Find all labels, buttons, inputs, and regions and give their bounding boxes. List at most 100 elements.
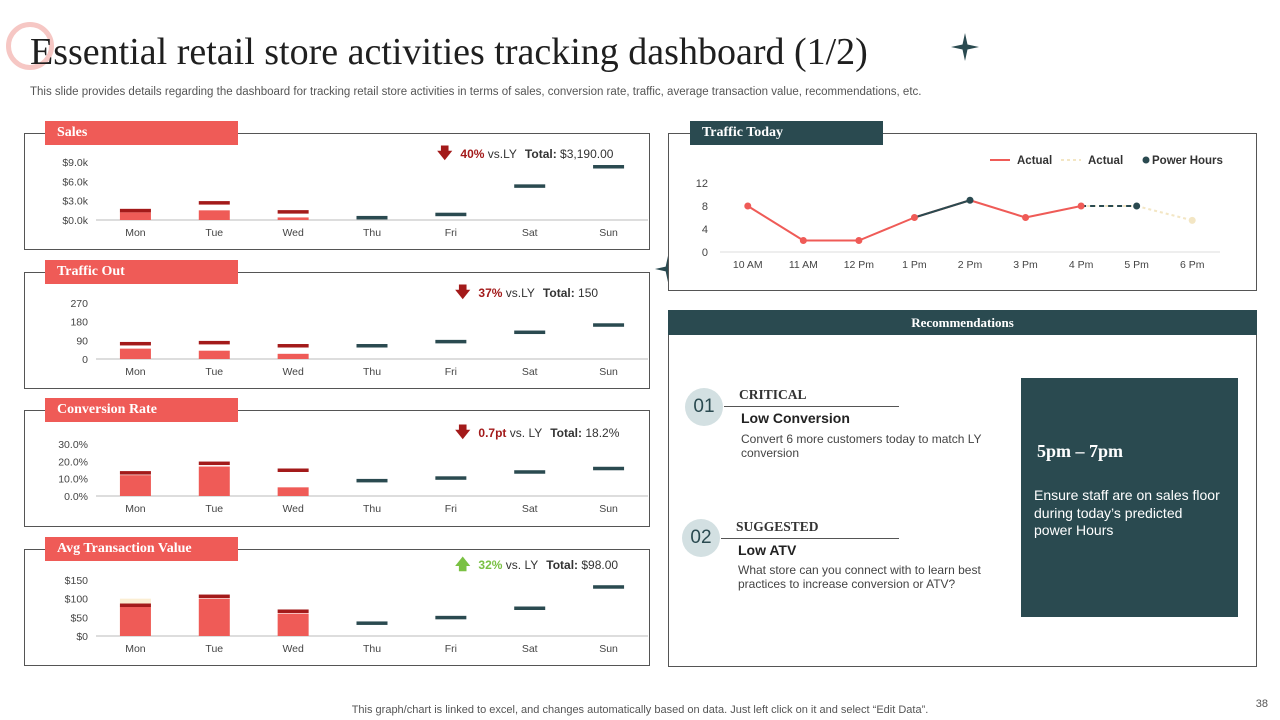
legend-label: Power Hours — [1152, 155, 1223, 167]
x-tick-label: Sun — [599, 227, 618, 239]
power-hours-card — [1021, 378, 1238, 617]
y-tick-label: 90 — [76, 335, 88, 347]
power-hours-description: Ensure staff are on sales floor during t… — [1034, 487, 1220, 538]
projection-point — [1133, 202, 1141, 210]
recommendation-kind: CRITICAL — [739, 387, 807, 402]
avg-transaction-stat: 🡅 32% vs. LY Total: $98.00 — [455, 554, 618, 579]
last-year-marker — [593, 323, 625, 327]
actual-line-segment — [858, 216, 915, 242]
traffic-out-label: Traffic Out — [45, 260, 238, 284]
y-tick-label: 10.0% — [58, 474, 88, 486]
conversion-rate-stat: 🡇 0.7pt vs. LY Total: 18.2% — [455, 422, 619, 447]
conversion-rate-panel[interactable] — [24, 410, 650, 527]
y-tick-label: 4 — [702, 224, 708, 236]
recommendation-description: Convert 6 more customers today to match … — [741, 432, 982, 460]
conversion-change-pct: 0.7pt — [478, 426, 507, 440]
recommendations-panel — [668, 335, 1257, 667]
this-year-bar — [277, 487, 309, 496]
this-year-bar — [198, 598, 230, 636]
x-tick-label: Tue — [205, 503, 223, 515]
sales-bar-chart[interactable]: $0.0k $3.0k $6.0k $9.0k Mon Tue Wed Thu Fri Sat Su… — [24, 150, 650, 248]
this-year-bar — [277, 217, 309, 220]
sales-total-label: Total: — [524, 147, 557, 161]
x-tick-label: Fri — [445, 643, 457, 655]
conversion-total-label: Total: — [550, 426, 583, 440]
sales-panel[interactable] — [24, 133, 650, 250]
recommendation-title: Low Conversion — [741, 410, 850, 426]
y-tick-label: 180 — [70, 317, 88, 329]
x-tick-label: Thu — [363, 503, 381, 515]
x-tick-label: Wed — [282, 643, 304, 655]
legend-label: Actual — [1017, 155, 1052, 167]
x-tick-label: 2 Pm — [958, 259, 983, 271]
avg-transaction-bar-chart[interactable]: $0 $50 $100 $150 Mon Tue Wed Thu Fri Sat Sun — [24, 570, 650, 664]
conversion-rate-bar-chart[interactable]: 0.0% 10.0% 20.0% 30.0% Mon Tue Wed Thu Fri Sat Sun — [24, 430, 650, 525]
x-tick-label: 12 Pm — [844, 259, 875, 271]
this-year-bar — [119, 606, 151, 636]
legend-label: Actual — [1088, 155, 1123, 167]
traffic-out-bar-chart[interactable]: 0 90 180 270 Mon Tue Wed Thu Fri Sat Sun — [24, 290, 650, 387]
traffic-today-line-chart[interactable]: 0 4 8 12 10 AM 11 AM 12 Pm 1 Pm 2 Pm 3 Pm 4 Pm 5 Pm… — [668, 145, 1256, 289]
page-title: Essential retail store activities tracki… — [30, 31, 868, 73]
traffic-today-panel[interactable] — [668, 133, 1257, 291]
last-year-marker — [435, 212, 467, 217]
power-hours-line-segment — [914, 199, 971, 219]
last-year-marker — [593, 585, 625, 589]
x-tick-label: 11 AM — [789, 259, 818, 271]
x-tick-label: Tue — [205, 643, 223, 655]
recommendation-number: 01 — [685, 388, 723, 426]
x-tick-label: Sun — [599, 366, 618, 378]
up-arrow-icon: 🡅 — [455, 556, 471, 573]
last-year-marker — [198, 201, 230, 205]
page-number: 38 — [1255, 698, 1268, 710]
this-year-bar — [198, 350, 230, 359]
recommendation-title: Low ATV — [738, 542, 797, 558]
conversion-rate-label: Conversion Rate — [45, 398, 238, 422]
this-year-bar — [119, 212, 151, 220]
last-year-marker — [593, 466, 625, 471]
x-tick-label: Mon — [125, 227, 146, 239]
last-year-marker — [277, 609, 309, 613]
y-tick-label: $0.0k — [62, 215, 88, 227]
x-tick-label: Sat — [522, 227, 538, 239]
x-tick-label: Thu — [363, 643, 381, 655]
x-tick-label: 3 Pm — [1013, 259, 1038, 271]
y-tick-label: $0 — [76, 631, 88, 643]
x-tick-label: Mon — [125, 503, 146, 515]
actual-point — [744, 202, 752, 210]
y-tick-label: $150 — [65, 575, 89, 587]
avg-transaction-total-label: Total: — [546, 558, 579, 572]
y-tick-label: 0 — [702, 247, 708, 259]
x-tick-label: 6 Pm — [1180, 259, 1205, 271]
y-tick-label: 0 — [82, 354, 88, 366]
last-year-marker — [514, 470, 546, 474]
y-tick-label: 270 — [70, 298, 88, 310]
power-hours-time: 5pm – 7pm — [1037, 441, 1124, 461]
actual-point — [799, 237, 807, 244]
this-year-bar — [277, 613, 309, 636]
traffic-out-panel[interactable] — [24, 272, 650, 389]
sales-vs-label: vs.LY — [484, 147, 517, 161]
last-year-marker — [198, 461, 230, 466]
traffic-out-total-label: Total: — [542, 286, 575, 300]
sparkle-icon — [951, 33, 979, 61]
last-year-marker — [198, 340, 230, 345]
legend-swatch — [1142, 156, 1150, 164]
divider — [724, 406, 899, 407]
last-year-marker — [119, 208, 151, 213]
last-year-marker — [435, 476, 467, 480]
last-year-marker — [356, 344, 388, 348]
y-tick-label: 30.0% — [58, 439, 88, 451]
avg-transaction-label: Avg Transaction Value — [45, 537, 238, 561]
y-tick-label: $6.0k — [62, 176, 88, 188]
sales-stat: 🡇 40% vs.LY Total: $3,190.00 — [437, 143, 613, 168]
page-subtitle: This slide provides details regarding th… — [30, 86, 922, 98]
recommendations-header: Recommendations — [668, 310, 1257, 335]
down-arrow-icon: 🡇 — [437, 145, 453, 162]
y-tick-label: 8 — [702, 201, 708, 213]
traffic-today-label: Traffic Today — [690, 121, 883, 145]
traffic-out-change-pct: 37% — [478, 286, 503, 300]
last-year-marker — [119, 471, 151, 475]
this-year-bar — [119, 475, 151, 496]
last-year-marker — [356, 478, 388, 483]
